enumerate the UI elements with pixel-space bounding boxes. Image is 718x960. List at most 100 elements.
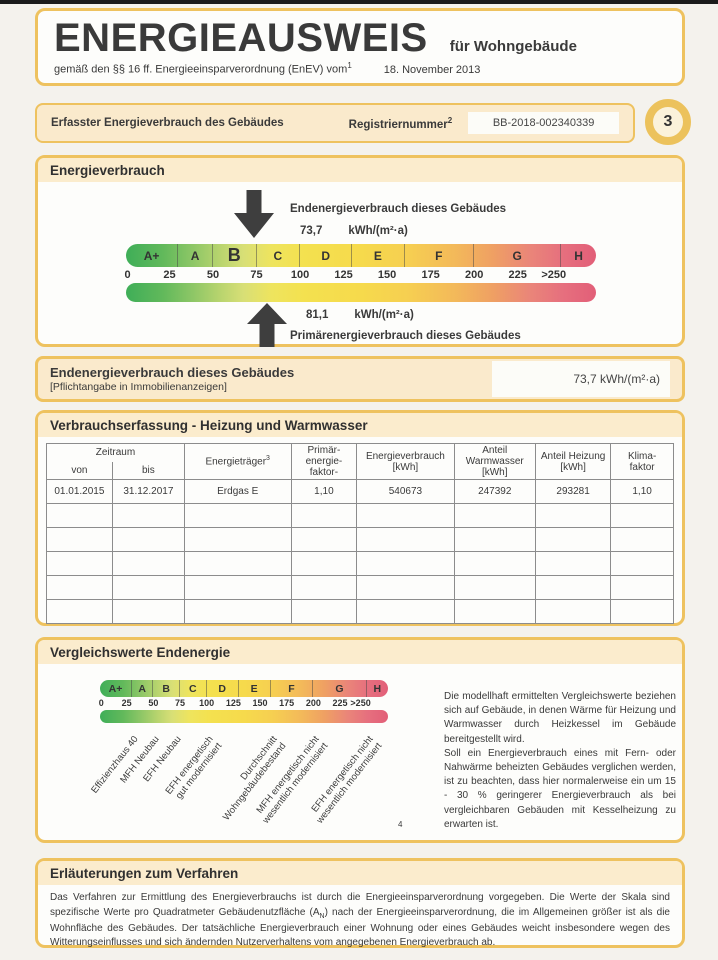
footnote-marker-4: 4 (398, 820, 403, 829)
table-cell (610, 575, 674, 600)
table-cell (290, 503, 358, 528)
scale-tick-225: 225 (332, 698, 348, 708)
table-cell (534, 527, 612, 552)
table-cell (183, 551, 292, 576)
law-date: 18. November 2013 (383, 63, 481, 76)
scale-segment-A+: A+ (100, 680, 132, 697)
section-title: Verbrauchserfassung - Heizung und Warmwa… (38, 413, 682, 437)
scale-tick-75: 75 (250, 269, 263, 281)
table-cell: 01.01.2015 (46, 479, 113, 504)
scale-segment-B: B (153, 680, 180, 697)
table-cell (46, 551, 113, 576)
document-subtitle: für Wohngebäude (449, 38, 577, 55)
scale-segment-A: A (132, 680, 154, 697)
scale-tick-25: 25 (163, 269, 176, 281)
end-energy-strip: Endenergieverbrauch dieses Gebäudes [Pfl… (35, 356, 685, 402)
primary-energy-label: Primärenergieverbrauch dieses Gebäudes (290, 330, 521, 342)
scale-letter-A+: A+ (108, 682, 123, 695)
end-energy-arrow-down-icon (234, 190, 275, 238)
primary-energy-arrow-up-icon (247, 303, 288, 347)
column-header: Zeitraum (46, 443, 185, 462)
scale-tick->250: >250 (350, 698, 371, 708)
table-cell (111, 527, 185, 552)
scale-segment-D: D (207, 680, 239, 697)
scale-letter-D: D (321, 248, 330, 263)
scale-gradient-bar (126, 283, 596, 302)
table-cell: Erdgas E (183, 479, 292, 504)
table-cell (534, 575, 612, 600)
table-cell (453, 599, 536, 624)
consumption-table: Zeitraum Energieträger3 Primär- energie- f… (46, 443, 674, 624)
table-cell (610, 527, 674, 552)
table-cell (290, 551, 358, 576)
table-row-empty (46, 599, 674, 624)
scale-letter-F: F (435, 248, 443, 263)
scale-tick-150: 150 (252, 698, 268, 708)
comparison-labels: Effizienzhaus 40 MFH Neubau EFH Neubau EFH … (50, 734, 425, 838)
explanation-section: Erläuterungen zum Verfahren Das Verfahre… (35, 858, 685, 948)
scale-segment-G: G (474, 244, 562, 267)
scale-tick-225: 225 (508, 269, 527, 281)
table-cell: 1,10 (290, 479, 358, 504)
scale-tick->250: >250 (541, 269, 567, 281)
table-cell (610, 551, 674, 576)
end-energy-strip-title: Endenergieverbrauch dieses Gebäudes (50, 365, 295, 380)
table-cell (46, 575, 113, 600)
scale-letter-G: G (512, 248, 522, 263)
column-header: Anteil Warmwasser [kWh] (453, 443, 536, 480)
footnote-marker-2: 2 (447, 115, 453, 125)
end-energy-strip-subtitle: [Pflichtangabe in Immobilienanzeigen] (50, 381, 227, 393)
scale-segment-H: H (561, 244, 596, 267)
recorded-consumption-label: Erfasster Energieverbrauch des Gebäudes (51, 117, 284, 129)
end-energy-label: Endenergieverbrauch dieses Gebäudes (290, 203, 507, 215)
scale-tick-0: 0 (98, 698, 104, 708)
table-cell (453, 503, 536, 528)
scale-segment-C: C (257, 244, 301, 267)
scale-tick-25: 25 (121, 698, 132, 708)
scale-segment-D: D (300, 244, 353, 267)
scale-letter-D: D (218, 682, 226, 695)
table-cell (46, 527, 113, 552)
scale-tick-125: 125 (334, 269, 353, 281)
column-header: Energieverbrauch [kWh] (356, 443, 455, 480)
column-header: Energieträger3 (183, 443, 292, 480)
table-cell (610, 503, 674, 528)
table-cell (183, 575, 292, 600)
scale-letter-C: C (189, 682, 197, 695)
end-energy-strip-text: Endenergieverbrauch dieses Gebäudes [Pfl… (50, 365, 294, 393)
scale-letter-E: E (373, 248, 382, 263)
table-cell (356, 503, 455, 528)
table-cell (453, 527, 536, 552)
scale-tick-200: 200 (464, 269, 484, 281)
table-row-empty (46, 551, 674, 576)
table-cell (534, 599, 612, 624)
table-cell (356, 575, 455, 600)
scale-letter-bar: A+ A B C D E F G H (126, 244, 596, 267)
scale-letter-C: C (273, 248, 283, 263)
document-title: ENERGIEAUSWEIS (54, 16, 428, 60)
scale-tick-0: 0 (124, 269, 131, 281)
table-cell (356, 599, 455, 624)
explanation-body: Das Verfahren zur Ermittlung des Energie… (50, 892, 670, 949)
primary-energy-value: 81,1 kWh/(m²·a) (306, 309, 414, 321)
end-energy-strip-value: 73,7 kWh/(m²·a) (492, 361, 670, 397)
column-header: von (46, 461, 113, 480)
table-cell (610, 599, 674, 624)
comparison-explanation-text: Die modellhaft ermittelten Vergleichswer… (444, 690, 676, 832)
primary-energy-unit: kWh/(m²·a) (354, 309, 414, 321)
table-cell (111, 575, 185, 600)
table-cell (356, 527, 455, 552)
table-cell: 293281 (534, 479, 612, 504)
footnote-marker: 3 (266, 455, 270, 463)
subscript-n: N (319, 912, 325, 920)
scale-tick-100: 100 (199, 698, 215, 708)
table-cell (453, 551, 536, 576)
scale-tick-125: 125 (225, 698, 241, 708)
scale-segment-F: F (271, 680, 314, 697)
section-title: Vergleichswerte Endenergie (38, 640, 682, 664)
scale-segment-A+: A+ (126, 244, 179, 267)
table-cell (183, 503, 292, 528)
column-header: Primär- energie- faktor- (290, 443, 358, 480)
section-title: Energieverbrauch (38, 158, 682, 182)
scale-letter-F: F (288, 682, 295, 695)
